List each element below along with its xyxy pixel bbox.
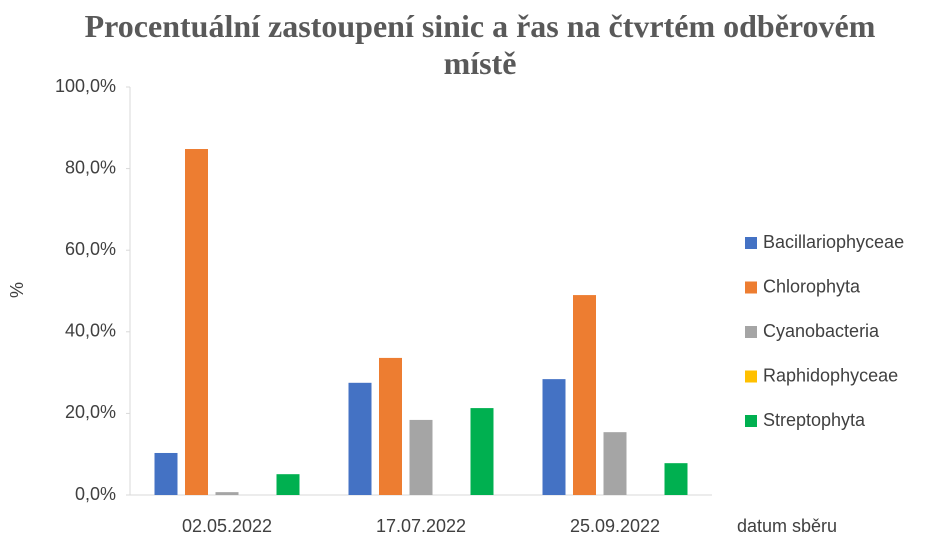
y-tick-label: 100,0%	[55, 76, 116, 96]
bar	[409, 419, 433, 495]
y-tick-label: 40,0%	[65, 321, 116, 341]
legend-swatch	[745, 281, 757, 294]
bar	[470, 408, 494, 495]
bar	[603, 432, 627, 495]
chart-title: Procentuální zastoupení sinic a řas na č…	[84, 8, 876, 81]
bar	[379, 357, 402, 495]
bar	[348, 382, 372, 495]
y-axis-label: %	[7, 282, 27, 298]
legend-label: Cyanobacteria	[763, 321, 880, 341]
y-tick-label: 60,0%	[65, 239, 116, 259]
bar	[154, 452, 178, 495]
y-tick-label: 0,0%	[75, 484, 116, 504]
bar	[664, 463, 688, 495]
bar	[573, 295, 596, 495]
y-tick-label: 80,0%	[65, 157, 116, 177]
legend-swatch	[745, 370, 757, 383]
legend-label: Bacillariophyceae	[763, 232, 904, 252]
x-tick-label: 25.09.2022	[570, 516, 660, 536]
bar	[215, 492, 239, 495]
bar	[185, 149, 208, 496]
bar	[542, 379, 566, 495]
legend-label: Chlorophyta	[763, 276, 861, 296]
y-tick-label: 20,0%	[65, 402, 116, 422]
legend-swatch	[745, 237, 757, 249]
x-axis-label: datum sběru	[737, 516, 837, 536]
bar	[276, 474, 300, 495]
legend-swatch	[745, 415, 757, 427]
x-tick-label: 02.05.2022	[182, 516, 272, 536]
legend-label: Raphidophyceae	[763, 365, 898, 385]
legend-label: Streptophyta	[763, 410, 866, 430]
legend-swatch	[745, 326, 757, 338]
x-tick-label: 17.07.2022	[376, 516, 466, 536]
